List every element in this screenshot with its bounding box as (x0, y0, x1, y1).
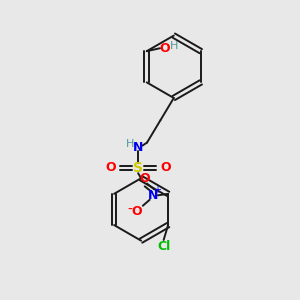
Text: -: - (127, 203, 132, 217)
Text: O: O (105, 161, 116, 174)
Text: H: H (126, 139, 134, 149)
Text: O: O (160, 42, 170, 55)
Text: O: O (132, 205, 142, 218)
Text: N: N (148, 189, 158, 202)
Text: O: O (160, 161, 171, 174)
Text: +: + (153, 185, 161, 195)
Text: S: S (133, 161, 143, 175)
Text: Cl: Cl (157, 240, 170, 253)
Text: O: O (139, 172, 150, 185)
Text: N: N (133, 140, 143, 154)
Text: H: H (170, 41, 178, 51)
